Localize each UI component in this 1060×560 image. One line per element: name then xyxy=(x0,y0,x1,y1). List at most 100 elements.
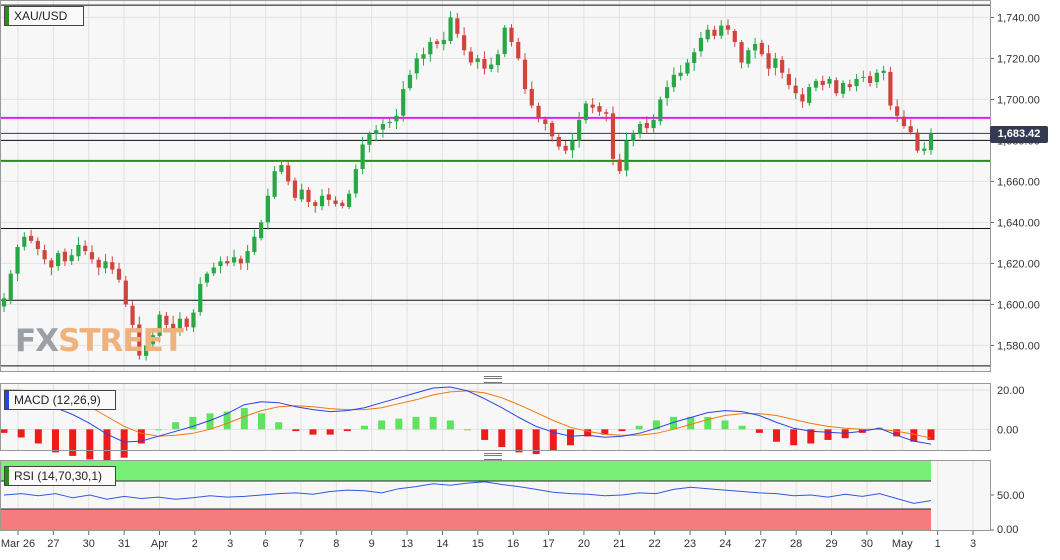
rsi-line xyxy=(3,481,932,504)
candle-body xyxy=(631,134,636,141)
price-pane-bg xyxy=(0,0,990,372)
x-axis-label: 14 xyxy=(436,538,448,550)
candle-body xyxy=(171,323,176,332)
price-axis-label: 1,600.00 xyxy=(997,299,1040,311)
candle-body xyxy=(42,250,47,260)
macd-histogram-bar xyxy=(0,429,8,433)
candle-body xyxy=(807,87,812,103)
pane-resize-handle-rsi[interactable] xyxy=(484,453,502,460)
rsi-oversold-band xyxy=(0,509,931,530)
macd-histogram-bar xyxy=(807,429,815,444)
price-axis-label: 1,740.00 xyxy=(997,12,1040,24)
candle-body xyxy=(313,202,318,206)
macd-histogram-bar xyxy=(292,429,300,432)
macd-histogram-bar xyxy=(498,429,506,448)
candle-body xyxy=(766,53,771,69)
candle-body xyxy=(692,52,697,63)
candle-body xyxy=(604,112,609,114)
price-axis-label: 1,700.00 xyxy=(997,94,1040,106)
macd-histogram-bar xyxy=(17,429,25,438)
candle-body xyxy=(468,51,473,63)
candle-body xyxy=(793,85,798,94)
candle-body xyxy=(62,251,67,262)
candle-body xyxy=(637,124,643,135)
macd-histogram-bar xyxy=(824,429,832,440)
candle-body xyxy=(901,116,907,127)
candle-body xyxy=(671,74,676,88)
candle-body xyxy=(495,54,501,66)
x-axis-label: 1 xyxy=(935,538,941,550)
macd-histogram-bar xyxy=(755,429,763,433)
candle-body xyxy=(827,78,832,84)
candle-body xyxy=(448,17,453,42)
candle-body xyxy=(225,261,230,264)
candle-body xyxy=(394,115,399,122)
candle-body xyxy=(374,130,379,134)
macd-histogram-bar xyxy=(635,425,643,430)
macd-histogram-bar xyxy=(601,429,609,435)
macd-axis-label: 20.00 xyxy=(997,385,1025,397)
x-axis-label: 21 xyxy=(613,538,625,550)
candle-body xyxy=(549,122,555,137)
candle-body xyxy=(89,252,95,260)
candle-body xyxy=(340,202,345,206)
candle-body xyxy=(922,148,927,151)
macd-histogram-bar xyxy=(34,429,42,444)
candle-body xyxy=(346,193,352,207)
pane-resize-handle-macd[interactable] xyxy=(484,376,502,383)
candle-body xyxy=(861,76,866,78)
candle-body xyxy=(712,29,717,36)
candle-body xyxy=(360,144,365,169)
candle-body xyxy=(590,104,595,108)
candle-body xyxy=(184,318,189,327)
macd-histogram-bar xyxy=(343,429,351,432)
x-axis-label: 15 xyxy=(472,538,484,550)
price-axis-label: 1,580.00 xyxy=(997,340,1040,352)
candle-body xyxy=(746,50,751,64)
price-axis-label: 1,720.00 xyxy=(997,53,1040,65)
candle-body xyxy=(617,159,622,172)
x-axis-label: 24 xyxy=(719,538,731,550)
macd-histogram-bar xyxy=(172,422,180,430)
macd-histogram-bar xyxy=(240,408,248,430)
brand-logo-fx: FX xyxy=(15,323,59,359)
macd-histogram-bar xyxy=(670,416,677,430)
candle-body xyxy=(353,169,358,194)
x-axis-label: 30 xyxy=(861,538,873,550)
candle-body xyxy=(150,335,155,345)
macd-histogram-bar xyxy=(481,429,489,440)
candle-body xyxy=(130,305,135,325)
macd-histogram-bar xyxy=(704,416,712,430)
candle-body xyxy=(529,88,534,106)
price-axis-label: 1,640.00 xyxy=(997,217,1040,229)
macd-histogram-bar xyxy=(189,416,197,430)
candle-body xyxy=(326,194,331,200)
macd-histogram-bar xyxy=(275,422,283,430)
macd-histogram-bar xyxy=(378,420,386,430)
candle-body xyxy=(367,134,372,145)
candle-body xyxy=(22,236,27,247)
symbol-text: XAU/USD xyxy=(14,9,68,23)
macd-histogram-bar xyxy=(446,420,454,430)
rsi-pane-border xyxy=(0,460,991,531)
candle-body xyxy=(286,165,291,182)
macd-label: MACD (12,26,9) xyxy=(4,390,116,410)
candle-body xyxy=(306,189,311,202)
x-axis-label: 13 xyxy=(401,538,413,550)
x-axis-label: 22 xyxy=(649,538,661,550)
x-axis-label: 31 xyxy=(118,538,130,550)
candle-body xyxy=(204,273,210,283)
macd-histogram-bar xyxy=(721,420,729,430)
candle-body xyxy=(15,247,20,274)
current-price-badge: 1,683.42 xyxy=(990,126,1048,143)
macd-histogram-bar xyxy=(738,425,746,430)
macd-histogram-bar xyxy=(773,429,780,442)
candle-body xyxy=(231,257,237,263)
x-axis-label: 27 xyxy=(755,538,767,550)
macd-histogram-bar xyxy=(223,411,231,430)
candle-body xyxy=(786,74,792,86)
macd-histogram-bar xyxy=(927,429,935,440)
candle-body xyxy=(8,273,13,300)
macd-histogram-bar xyxy=(86,429,94,460)
candle-body xyxy=(563,145,568,151)
